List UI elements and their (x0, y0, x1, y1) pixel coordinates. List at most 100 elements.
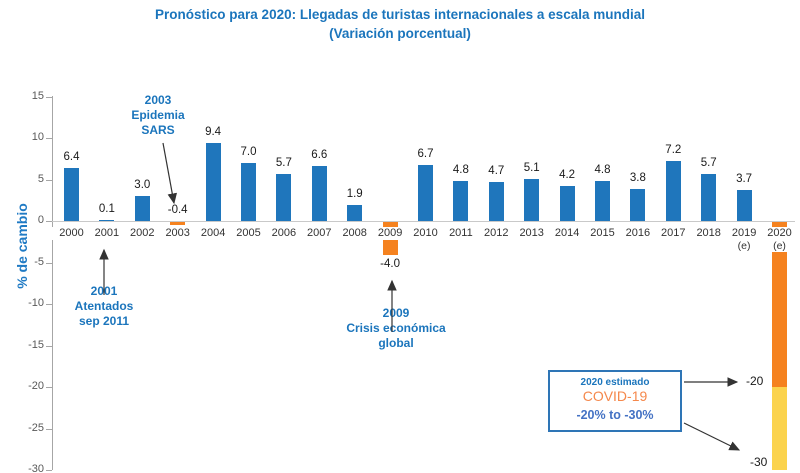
bar-value-label: 4.7 (488, 164, 505, 177)
x-axis-label: 2007 (299, 227, 340, 240)
x-axis-label: 2020 (e) (759, 227, 800, 252)
bar-value-label: 9.4 (205, 125, 222, 138)
bar (170, 222, 186, 226)
x-axis-year: 2011 (449, 227, 473, 239)
y-axis-tick-label: -30 (28, 463, 44, 473)
x-axis-label: 2019 (e) (724, 227, 765, 252)
bar-value-label: 7.0 (240, 145, 257, 158)
bar-2020-label-minus20: -20 (746, 374, 764, 388)
x-axis-year: 2000 (59, 227, 84, 239)
x-axis-year: 2008 (342, 227, 367, 239)
y-axis-tick-label: -15 (28, 338, 44, 351)
bar-2020-label-minus30: -30 (750, 455, 768, 469)
chart-title: Pronóstico para 2020: Llegadas de turist… (155, 7, 645, 22)
x-axis-year: 2001 (94, 227, 120, 239)
annotation-crisis-line: 2009 (382, 306, 410, 320)
x-axis-year: 2004 (200, 227, 226, 239)
bar (241, 162, 256, 221)
x-axis-year: 2017 (661, 227, 686, 239)
bar-value-label: 6.4 (63, 150, 80, 163)
y-axis-tick (46, 262, 52, 264)
chart-subtitle: (Variación porcentual) (329, 26, 471, 41)
x-axis-label: 2016 (617, 227, 658, 240)
bar (630, 189, 646, 221)
x-axis-label: 2001 (86, 227, 127, 240)
bar (276, 173, 292, 221)
x-axis-year: 2005 (236, 227, 261, 239)
x-axis-label: 2006 (263, 227, 304, 240)
bar (488, 181, 504, 221)
x-axis-year: 2014 (554, 227, 580, 239)
x-axis-label: 2018 (688, 227, 729, 240)
bar-2020-segment (772, 387, 787, 470)
bar-value-label: 0.1 (98, 203, 115, 216)
y-axis-tick-label: 5 (37, 172, 44, 185)
bar-value-label: 5.1 (523, 161, 540, 174)
covid-box-label: COVID-19 (582, 388, 648, 404)
x-axis-label: 2015 (582, 227, 623, 240)
bar-value-label: 7.2 (665, 144, 682, 157)
covid-box-title: 2020 estimado (580, 377, 650, 388)
x-axis-label: 2002 (122, 227, 163, 240)
bar-value-label: 3.7 (736, 173, 753, 186)
bar-value-label: 3.8 (629, 172, 646, 185)
y-axis-tick (46, 345, 52, 347)
y-axis-tick-label: -20 (28, 380, 44, 392)
bar (524, 178, 540, 221)
bar (99, 220, 115, 222)
x-axis-label: 2008 (334, 227, 375, 240)
annotation-sars-line: SARS (141, 123, 175, 137)
y-axis-tick-label: -25 (28, 421, 44, 434)
bar-value-label: 1.9 (346, 188, 363, 201)
bar (418, 165, 433, 221)
annotation-crisis-line: Crisis económica (346, 321, 446, 335)
x-axis-year: 2010 (413, 227, 438, 239)
bar-value-label: 6.7 (417, 148, 434, 161)
bar-value-label: 5.7 (700, 156, 717, 169)
y-axis-tick-label: -10 (28, 297, 44, 309)
x-axis-year: 2003 (165, 227, 190, 239)
bar (665, 161, 681, 221)
bar (64, 167, 79, 221)
bar (134, 196, 150, 221)
x-axis-estimate-mark: (e) (737, 240, 751, 252)
y-axis-tick-label: 15 (31, 89, 44, 102)
covid-arrow-minus30 (683, 422, 741, 451)
x-axis-label: 2012 (476, 227, 517, 240)
x-axis-year: 2019 (731, 227, 757, 239)
bar (595, 181, 610, 221)
x-axis-year: 2009 (377, 227, 403, 239)
annotation-sep11-line: 2001 (90, 284, 118, 298)
y-axis-tick (46, 96, 52, 98)
x-axis-label: 2014 (547, 227, 588, 240)
y-axis-tick-label: 10 (31, 131, 44, 143)
bar (453, 181, 469, 221)
y-axis-tick (46, 470, 52, 471)
zero-baseline (52, 221, 795, 222)
bar-value-label: -4.0 (380, 258, 400, 271)
x-axis-year: 2002 (130, 227, 155, 239)
y-axis-tick-label: -5 (34, 255, 44, 268)
annotation-sep11-line: Atentados (74, 299, 134, 313)
x-axis-year: 2007 (307, 227, 332, 239)
annotation-crisis: 2009 Crisis económica global (326, 306, 466, 351)
covid-box-range: -20% to -30% (576, 408, 654, 422)
y-axis-tick (46, 221, 52, 222)
x-axis-year: 2006 (271, 227, 297, 239)
x-axis-year: 2012 (484, 227, 509, 239)
x-axis-label: 2009 (370, 227, 411, 240)
bar (205, 142, 221, 221)
x-axis-label: 2004 (193, 227, 234, 240)
x-axis-label: 2010 (405, 227, 446, 240)
bar-value-label: 3.0 (134, 179, 151, 192)
x-axis-year: 2020 (767, 227, 792, 239)
bar (347, 205, 363, 221)
x-axis-label: 2005 (228, 227, 269, 240)
y-axis-tick (46, 179, 52, 181)
bar-value-label: -0.4 (167, 204, 188, 216)
annotation-sars-line: Epidemia (131, 108, 185, 122)
bar (311, 166, 327, 221)
y-axis-line (52, 96, 53, 470)
annotation-sars-line: 2003 (144, 93, 172, 107)
